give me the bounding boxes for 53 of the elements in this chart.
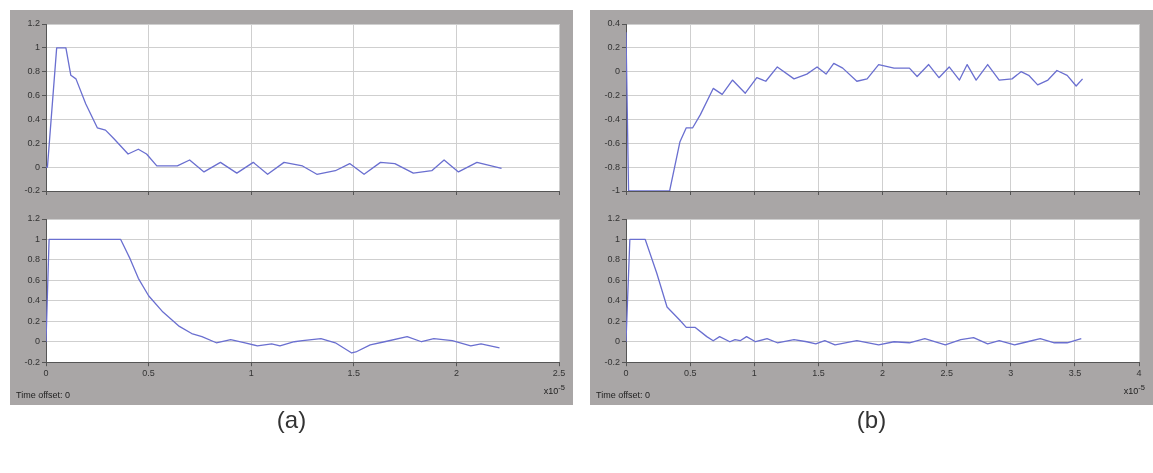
y-tick-label: 0 [34, 336, 40, 347]
y-tick-label: 1 [34, 42, 40, 53]
y-tick-label: 0 [614, 66, 620, 77]
x-tick-label: 2.5 [940, 368, 953, 379]
text: x10$^{-5}$ [543, 383, 565, 397]
x-tick-label: 2 [879, 368, 886, 379]
x-tick-label: 2 [453, 368, 459, 379]
text: Time offset: 0 [16, 390, 71, 401]
text: x10$^{-5}$ [1123, 383, 1145, 397]
y-tick-label: 0 [34, 161, 40, 172]
y-tick-label: 0.2 [607, 42, 620, 53]
y-tick-label: -0.2 [604, 356, 620, 367]
y-tick-label: 0.8 [27, 66, 40, 77]
x-tick-label: 1.5 [812, 368, 825, 379]
y-tick-label: 0.2 [27, 315, 40, 326]
y-tick-label: 1 [34, 233, 40, 244]
y-tick-label: 0.4 [607, 18, 620, 29]
x-tick-label: 0 [623, 368, 629, 379]
y-tick-label: 0.6 [27, 274, 40, 285]
y-tick-label: 0 [614, 336, 620, 347]
y-tick-label: 0.2 [607, 315, 620, 326]
y-tick-label: 0.4 [27, 113, 40, 124]
x-tick-label: 2.5 [552, 368, 566, 379]
x-tick-label: 3.5 [1068, 368, 1082, 379]
text: (a) [275, 406, 308, 434]
x-tick-label: 0.5 [142, 368, 155, 379]
text: Time offset: 0 [596, 390, 651, 401]
y-tick-label: -0.2 [24, 356, 40, 367]
y-tick-label: -0.6 [604, 137, 620, 148]
y-tick-label: 0.6 [27, 90, 40, 101]
y-tick-label: 1.2 [27, 213, 40, 224]
x-tick-label: 1 [751, 368, 757, 379]
x-tick-label: 1 [248, 368, 254, 379]
y-tick-label: 1 [614, 233, 620, 244]
x-tick-label: 1.5 [347, 368, 361, 379]
y-tick-label: 1.2 [27, 18, 40, 29]
x-tick-label: 0 [43, 368, 49, 379]
y-tick-label: 0.4 [27, 295, 40, 306]
x-tick-label: 0.5 [683, 368, 697, 379]
y-tick-label: 0.6 [607, 274, 620, 285]
y-tick-label: 1.2 [607, 213, 620, 224]
y-tick-label: 0.4 [607, 295, 620, 306]
y-tick-label: -0.2 [604, 90, 620, 101]
y-tick-label: -0.4 [604, 113, 620, 124]
y-tick-label: -0.2 [24, 185, 40, 196]
y-tick-label: 0.2 [27, 137, 40, 148]
y-tick-label: -0.8 [604, 161, 620, 172]
x-tick-label: 4 [1136, 368, 1142, 379]
y-tick-label: 0.8 [607, 254, 620, 265]
text: (b) [855, 406, 888, 434]
x-tick-label: 3 [1008, 368, 1014, 379]
y-tick-label: 0.8 [27, 254, 40, 265]
y-tick-label: -1 [611, 185, 620, 196]
